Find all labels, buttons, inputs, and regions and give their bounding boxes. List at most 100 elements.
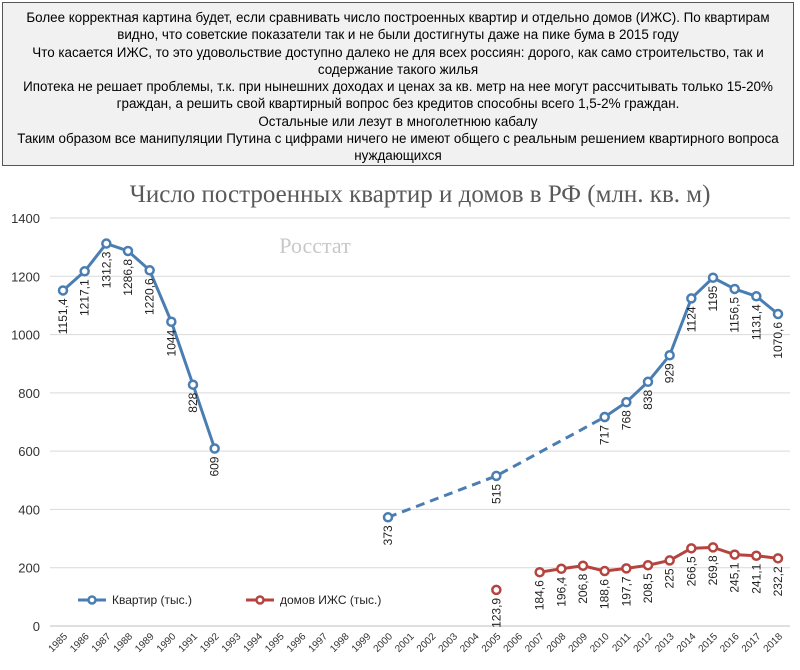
x-tick-label-2005: 2005 (480, 631, 504, 655)
point-1-2012 (642, 559, 654, 571)
legend-marker-1 (255, 595, 265, 605)
x-tick-label-2004: 2004 (458, 631, 482, 655)
x-tick-label-1997: 1997 (307, 631, 331, 655)
point-0-2017 (751, 291, 762, 302)
data-label-0-2010: 717 (598, 425, 612, 445)
point-1-2014 (686, 543, 697, 554)
x-tick-label-2007: 2007 (523, 631, 547, 655)
x-tick-label-2011: 2011 (610, 631, 633, 654)
y-axis: 0 200 400 600 800 1000 1200 1400 (11, 211, 40, 634)
data-label-0-2005: 515 (489, 484, 503, 504)
x-tick-label-2003: 2003 (437, 631, 461, 655)
point-1-2009 (577, 560, 589, 571)
point-1-2016 (729, 549, 740, 560)
grid-layer (50, 217, 790, 627)
caption-line-1: Более корректная картина будет, если сра… (26, 10, 770, 43)
legend-marker-0 (87, 595, 97, 605)
point-0-1992 (209, 443, 220, 454)
point-0-1991 (187, 379, 199, 390)
data-label-1-2011: 197,7 (619, 576, 633, 606)
series-lines (57, 238, 784, 596)
point-1-2007 (534, 566, 545, 578)
point-0-1986 (79, 266, 90, 277)
x-tick-label-1991: 1991 (177, 631, 201, 655)
x-tick-label-2015: 2015 (697, 631, 721, 655)
line-chart: Число построенных квартир и домов в РФ (… (11, 181, 790, 655)
point-1-2018 (772, 553, 784, 564)
x-tick-label-1998: 1998 (328, 631, 352, 655)
data-labels: 1151,4 1217,1 1312,3 1286,8 1220,6 1044 828 609… (56, 251, 785, 628)
x-tick-label-2013: 2013 (653, 631, 677, 655)
x-tick-label-1990: 1990 (155, 631, 179, 655)
point-1-2015 (707, 542, 719, 553)
point-0-2010 (599, 411, 610, 423)
point-0-2011 (621, 396, 632, 408)
data-label-1-2005: 123,9 (489, 598, 503, 628)
caption-box: Более корректная картина будет, если сра… (2, 2, 794, 166)
data-label-0-2014: 1124 (684, 306, 698, 332)
point-0-1988 (122, 245, 134, 257)
x-tick-label-1988: 1988 (112, 631, 136, 655)
point-0-2012 (642, 376, 654, 388)
x-tick-label-2006: 2006 (502, 631, 526, 655)
point-1-2010 (599, 565, 610, 577)
y-tick-label-1000: 1000 (11, 328, 40, 343)
point-1-2011 (621, 563, 632, 574)
point-0-2013 (664, 350, 675, 361)
data-label-0-2016: 1156,5 (728, 297, 742, 333)
point-0-1990 (166, 316, 177, 327)
series-0-segment-0 (62, 242, 217, 450)
series-1-segment-1 (539, 545, 779, 574)
data-label-0-1987: 1312,3 (99, 251, 113, 288)
x-tick-label-2010: 2010 (588, 631, 612, 655)
data-label-1-2008: 196,4 (554, 576, 568, 606)
data-label-0-2015: 1195 (706, 285, 720, 311)
data-label-1-2018: 232,2 (771, 566, 785, 596)
data-label-1-2013: 225 (663, 568, 677, 588)
data-label-0-1989: 1220,6 (143, 278, 157, 315)
point-1-2017 (751, 550, 762, 561)
y-tick-label-1400: 1400 (11, 211, 40, 226)
data-label-0-1988: 1286,8 (121, 259, 135, 296)
x-tick-label-2001: 2001 (393, 631, 417, 655)
x-tick-label-1992: 1992 (198, 631, 222, 655)
x-tick-label-2012: 2012 (632, 631, 656, 655)
data-label-0-2012: 838 (641, 389, 655, 409)
x-axis: 1985198619871988198919901991199219931994… (47, 625, 790, 655)
point-0-2018 (772, 308, 784, 320)
x-tick-label-2008: 2008 (545, 631, 569, 655)
caption-line-5: Таким образом все манипуляции Путина с ц… (17, 131, 779, 164)
point-0-1987 (101, 238, 112, 249)
data-label-1-2014: 266,5 (684, 556, 698, 586)
data-label-0-2000: 373 (381, 525, 395, 545)
data-label-0-2017: 1131,4 (749, 304, 763, 340)
x-tick-label-1993: 1993 (220, 631, 244, 655)
x-tick-label-1987: 1987 (90, 631, 114, 655)
x-tick-label-1999: 1999 (350, 631, 374, 655)
point-1-2005 (491, 584, 502, 596)
data-label-0-1990: 1044 (164, 329, 178, 356)
data-label-1-2016: 245,1 (728, 562, 742, 592)
y-tick-label-600: 600 (18, 444, 40, 459)
y-tick-label-400: 400 (18, 502, 40, 517)
point-1-2013 (664, 555, 675, 566)
data-label-0-2013: 929 (663, 363, 677, 383)
point-1-2008 (556, 563, 567, 575)
data-label-0-1985: 1151,4 (56, 298, 70, 334)
data-label-1-2015: 269,8 (706, 555, 720, 585)
point-0-2016 (729, 283, 740, 295)
point-0-2000 (382, 512, 394, 523)
y-tick-label-0: 0 (33, 619, 40, 634)
x-tick-label-2002: 2002 (415, 631, 439, 655)
x-tick-label-2018: 2018 (762, 631, 786, 655)
x-tick-label-1985: 1985 (47, 631, 71, 655)
y-tick-label-200: 200 (18, 561, 40, 576)
x-tick-label-1996: 1996 (285, 631, 309, 655)
data-label-0-1992: 609 (208, 456, 222, 476)
point-0-2014 (686, 293, 697, 304)
caption-line-3: Ипотека не решает проблемы, т.к. при нын… (23, 79, 773, 112)
chart-legend: Квартир (тыс.) домов ИЖС (тыс.) (78, 593, 381, 607)
x-tick-label-1994: 1994 (242, 631, 266, 655)
chart-watermark: Росстат (279, 233, 351, 258)
x-tick-label-2016: 2016 (718, 631, 742, 655)
